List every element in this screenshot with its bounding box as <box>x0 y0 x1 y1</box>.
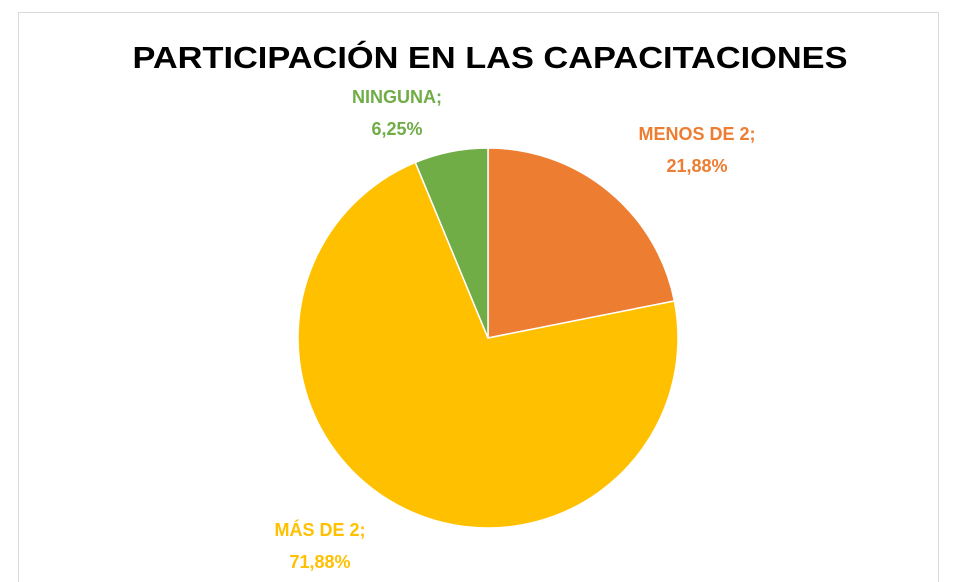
data-label-value: 71,88% <box>289 552 350 572</box>
data-label-value: 21,88% <box>666 156 727 176</box>
data-label-category: NINGUNA; <box>352 87 442 107</box>
data-label-category: MÁS DE 2; <box>274 519 365 540</box>
chart-title: PARTICIPACIÓN EN LAS CAPACITACIONES <box>133 39 848 75</box>
data-label-value: 6,25% <box>371 119 422 139</box>
pie-slice <box>487 147 676 339</box>
pie-slice <box>297 161 679 529</box>
pie-slice <box>414 147 489 339</box>
data-label-category: MENOS DE 2; <box>638 124 755 144</box>
